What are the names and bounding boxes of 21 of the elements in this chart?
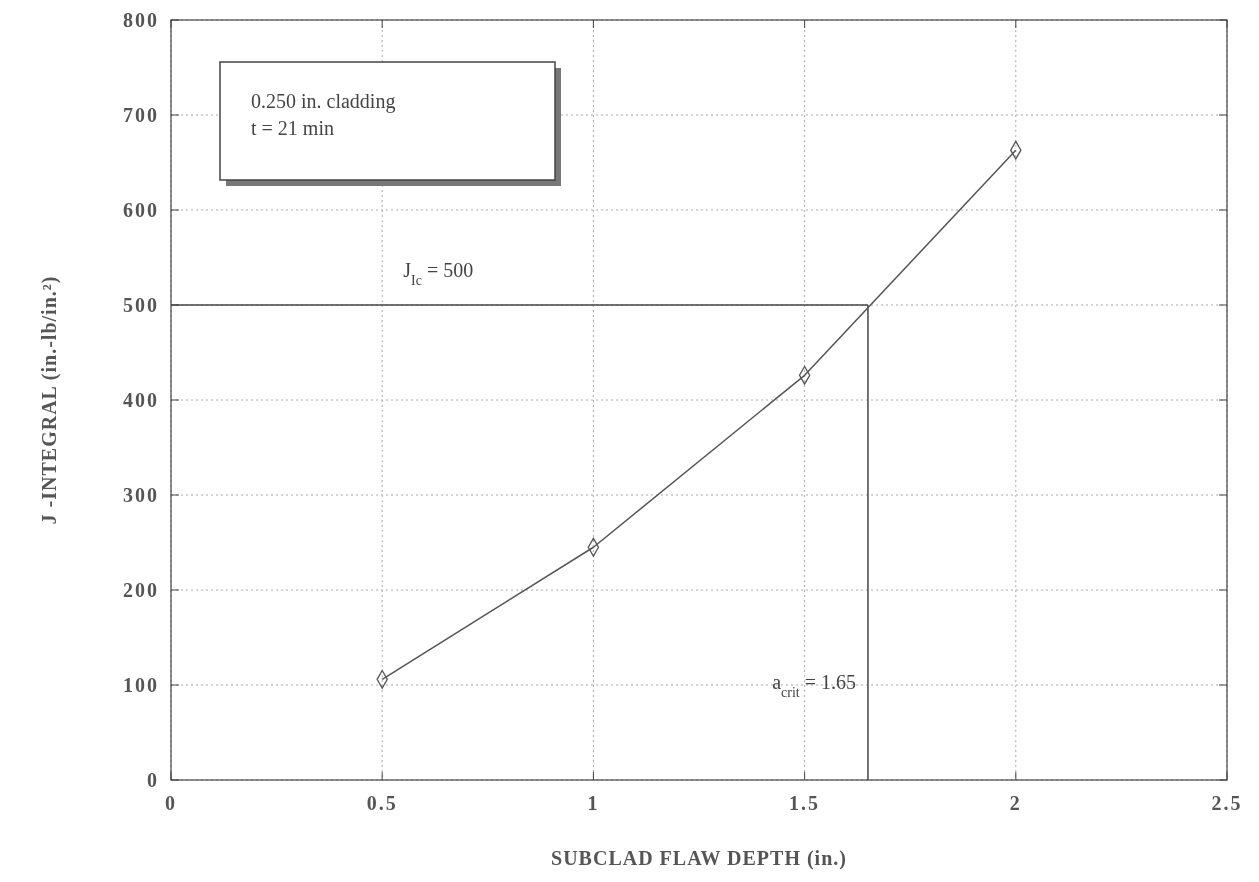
x-tick-label: 2.5	[1211, 792, 1243, 814]
ref-line-label: a$_{crit}$ = 1.65	[772, 670, 856, 700]
x-tick-label: 2	[1009, 792, 1022, 814]
ref-line-label: J$_{Ic}$ = 500	[403, 259, 474, 288]
y-tick-label: 600	[123, 199, 159, 221]
y-axis-title: J -INTEGRAL (in.-lb/in.²)	[38, 275, 61, 525]
y-tick-label: 800	[123, 9, 159, 31]
y-tick-label: 500	[123, 294, 159, 316]
y-tick-label: 700	[123, 104, 159, 126]
annotation: 0.250 in. cladding	[251, 90, 396, 113]
x-tick-label: 1	[587, 792, 600, 814]
y-tick-label: 300	[123, 484, 159, 506]
y-tick-label: 0	[147, 769, 159, 791]
x-tick-label: 0.5	[366, 792, 398, 814]
x-tick-label: 1.5	[789, 792, 821, 814]
y-tick-label: 200	[123, 579, 159, 601]
x-axis-title: SUBCLAD FLAW DEPTH (in.)	[551, 847, 847, 870]
y-tick-label: 100	[123, 674, 159, 696]
x-tick-label: 0	[165, 792, 177, 814]
y-tick-label: 400	[123, 389, 159, 411]
annotation: t = 21 min	[251, 117, 334, 139]
